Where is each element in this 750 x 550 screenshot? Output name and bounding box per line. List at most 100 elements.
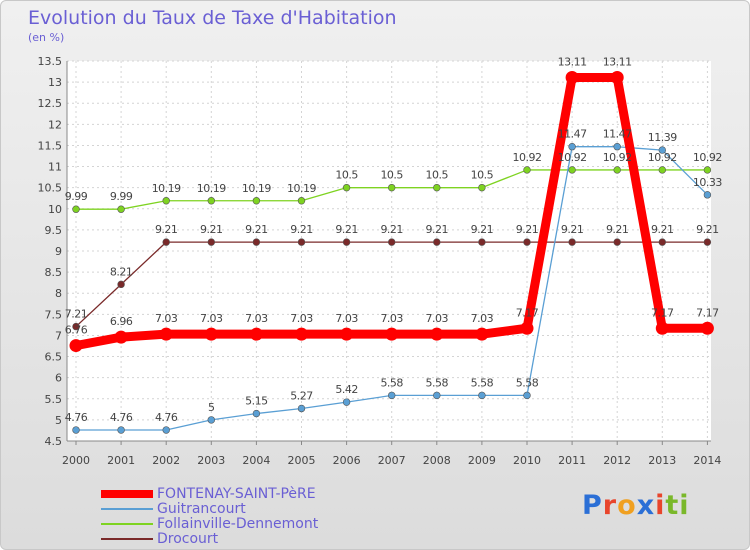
data-label: 10.5: [335, 169, 358, 182]
series-point-1: [117, 426, 125, 434]
series-point-2: [252, 197, 261, 205]
series-point-3: [252, 238, 261, 246]
series-point-1: [478, 391, 486, 400]
series-point-1: [703, 191, 712, 199]
series-point-2: [703, 166, 712, 174]
series-point-0: [295, 327, 308, 341]
y-tick-label: 12: [48, 118, 62, 131]
x-tick-label: 2003: [197, 454, 225, 467]
data-label: 4.76: [65, 411, 88, 424]
data-label: 5.27: [290, 389, 313, 402]
series-point-3: [703, 238, 712, 246]
series-point-0: [249, 327, 263, 341]
data-label: 6.76: [65, 324, 88, 337]
data-label: 9.21: [290, 223, 313, 236]
data-label: 10.92: [558, 151, 587, 164]
series-point-0: [565, 70, 579, 84]
series-point-0: [340, 327, 354, 341]
data-label: 6.96: [110, 315, 133, 328]
data-label: 11.39: [648, 131, 677, 144]
x-tick-label: 2000: [62, 454, 90, 467]
data-label: 7.03: [245, 312, 268, 325]
series-point-0: [700, 321, 714, 335]
series-point-1: [523, 391, 531, 400]
series-point-0: [475, 327, 489, 341]
series-point-2: [658, 166, 666, 174]
legend-item-follainville: Follainville-Dennemont: [101, 516, 318, 532]
series-point-2: [433, 183, 441, 192]
series-point-3: [72, 322, 80, 331]
series-point-2: [568, 166, 576, 174]
series-point-3: [117, 280, 125, 289]
data-label: 13.11: [558, 55, 587, 68]
data-label: 9.21: [606, 223, 629, 236]
series-point-0: [430, 327, 444, 341]
x-tick-label: 2007: [378, 454, 406, 467]
legend-item-fontenay: FONTENAY-SAINT-PèRE: [101, 486, 316, 502]
data-label: 9.21: [561, 223, 584, 236]
data-label: 5.58: [426, 376, 449, 389]
y-tick-label: 11.5: [38, 139, 63, 152]
data-label: 5.58: [380, 376, 403, 389]
series-point-3: [523, 238, 531, 246]
series-point-1: [252, 409, 261, 418]
series-point-1: [342, 398, 351, 406]
data-label: 7.03: [471, 312, 494, 325]
series-point-1: [207, 416, 216, 424]
y-tick-label: 10: [48, 203, 62, 216]
y-tick-label: 8: [55, 287, 62, 300]
data-label: 9.21: [471, 223, 494, 236]
y-tick-label: 9: [55, 245, 62, 258]
y-tick-label: 6: [55, 372, 62, 385]
series-point-2: [297, 197, 306, 205]
data-label: 10.5: [380, 169, 403, 182]
series-point-0: [114, 330, 128, 344]
data-label: 9.21: [426, 223, 449, 236]
proxiti-logo: Proxiti: [582, 490, 690, 521]
data-label: 10.19: [242, 182, 271, 195]
legend-swatch-follainville: [101, 523, 153, 525]
legend-label-drocourt: Drocourt: [157, 531, 219, 547]
x-tick-label: 2009: [468, 454, 496, 467]
data-label: 11.47: [558, 128, 587, 141]
data-label: 4.76: [155, 411, 178, 424]
legend-label-fontenay: FONTENAY-SAINT-PèRE: [157, 486, 316, 502]
legend-label-guitrancourt: Guitrancourt: [157, 501, 246, 517]
data-label: 5.15: [245, 395, 268, 408]
series-point-3: [342, 238, 351, 246]
data-label: 10.92: [648, 151, 677, 164]
x-tick-label: 2014: [693, 454, 721, 467]
chart-subtitle: (en %): [28, 31, 65, 44]
y-tick-label: 10.5: [38, 182, 63, 195]
data-label: 11.47: [603, 128, 632, 141]
y-tick-label: 7.5: [45, 308, 63, 321]
data-label: 7.21: [65, 308, 88, 321]
series-point-1: [72, 426, 80, 434]
data-label: 10.92: [603, 151, 632, 164]
series-point-1: [433, 391, 441, 400]
series-point-1: [162, 426, 170, 434]
chart-title: Evolution du Taux de Taxe d'Habitation: [28, 7, 397, 29]
data-label: 7.03: [290, 312, 313, 325]
series-point-3: [478, 238, 486, 246]
legend-item-guitrancourt: Guitrancourt: [101, 501, 246, 517]
y-tick-label: 7: [55, 329, 62, 342]
series-point-0: [69, 339, 83, 353]
y-tick-label: 4.5: [45, 435, 63, 448]
series-point-2: [72, 205, 80, 213]
series-point-0: [204, 327, 218, 341]
data-label: 7.03: [200, 312, 223, 325]
series-point-3: [162, 238, 170, 246]
legend-swatch-guitrancourt: [101, 508, 153, 510]
y-tick-label: 6.5: [45, 351, 63, 364]
series-point-1: [613, 143, 621, 151]
series-point-1: [388, 391, 396, 400]
data-label: 9.21: [155, 223, 178, 236]
x-tick-label: 2008: [423, 454, 451, 467]
series-point-3: [433, 238, 441, 246]
x-tick-label: 2012: [603, 454, 631, 467]
data-label: 9.21: [245, 223, 268, 236]
legend-swatch-fontenay: [101, 490, 153, 498]
series-point-2: [117, 205, 125, 213]
